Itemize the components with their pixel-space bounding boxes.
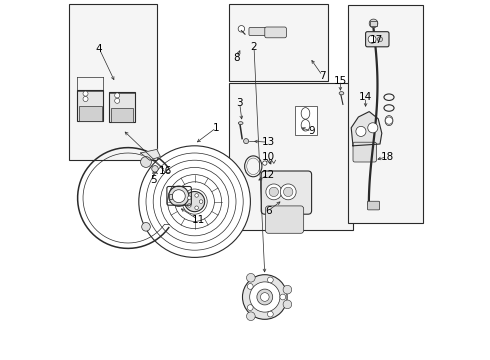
- Text: 11: 11: [192, 215, 205, 225]
- Bar: [79, 106, 102, 121]
- Bar: [169, 194, 172, 199]
- Text: 4: 4: [96, 44, 102, 54]
- Circle shape: [246, 274, 255, 282]
- Text: 7: 7: [319, 71, 326, 81]
- Text: 15: 15: [334, 76, 347, 86]
- Text: 8: 8: [233, 53, 240, 63]
- Circle shape: [263, 161, 267, 165]
- Text: 10: 10: [262, 152, 275, 162]
- Bar: [347, 5, 423, 223]
- Circle shape: [172, 190, 185, 203]
- Bar: [111, 108, 133, 122]
- Circle shape: [243, 275, 287, 319]
- Circle shape: [115, 93, 120, 98]
- Circle shape: [268, 277, 273, 283]
- FancyBboxPatch shape: [265, 27, 286, 38]
- Circle shape: [377, 37, 383, 42]
- Text: 6: 6: [265, 206, 272, 216]
- Circle shape: [247, 305, 253, 310]
- Circle shape: [244, 139, 248, 144]
- Polygon shape: [351, 112, 382, 146]
- Circle shape: [369, 19, 378, 28]
- Bar: [295, 106, 317, 135]
- Text: 16: 16: [159, 166, 172, 176]
- Circle shape: [195, 194, 198, 197]
- Circle shape: [283, 300, 292, 309]
- Text: 13: 13: [262, 137, 275, 147]
- Ellipse shape: [339, 91, 344, 95]
- Circle shape: [83, 96, 88, 102]
- Text: 5: 5: [150, 175, 156, 185]
- Circle shape: [386, 117, 392, 124]
- Circle shape: [250, 282, 280, 312]
- Bar: [229, 4, 328, 81]
- FancyBboxPatch shape: [366, 32, 389, 47]
- Circle shape: [246, 312, 255, 320]
- Circle shape: [268, 311, 273, 317]
- Circle shape: [261, 293, 269, 301]
- Bar: [229, 83, 353, 230]
- Circle shape: [280, 294, 286, 300]
- Circle shape: [188, 204, 191, 207]
- FancyBboxPatch shape: [261, 171, 312, 214]
- Circle shape: [115, 98, 120, 103]
- Ellipse shape: [385, 116, 393, 126]
- Circle shape: [188, 196, 191, 199]
- Text: 12: 12: [262, 170, 275, 180]
- Ellipse shape: [238, 122, 243, 125]
- FancyBboxPatch shape: [249, 27, 266, 36]
- Text: 9: 9: [308, 126, 315, 136]
- Circle shape: [169, 186, 189, 206]
- Text: 3: 3: [236, 98, 243, 108]
- Circle shape: [257, 289, 273, 305]
- Circle shape: [356, 126, 366, 136]
- FancyBboxPatch shape: [266, 206, 304, 233]
- Circle shape: [368, 123, 378, 133]
- Circle shape: [368, 35, 376, 43]
- FancyBboxPatch shape: [353, 142, 376, 162]
- Circle shape: [283, 285, 292, 294]
- Circle shape: [284, 187, 293, 197]
- Circle shape: [195, 206, 198, 210]
- Circle shape: [269, 187, 278, 197]
- Polygon shape: [141, 149, 160, 160]
- Text: 14: 14: [359, 92, 372, 102]
- Circle shape: [141, 157, 151, 167]
- Circle shape: [199, 200, 203, 203]
- FancyBboxPatch shape: [77, 90, 103, 121]
- Bar: [69, 4, 157, 160]
- Circle shape: [247, 284, 253, 289]
- Circle shape: [139, 146, 250, 257]
- FancyBboxPatch shape: [368, 201, 380, 210]
- Circle shape: [142, 222, 150, 231]
- Circle shape: [83, 91, 88, 96]
- Text: 2: 2: [251, 42, 257, 52]
- Circle shape: [280, 184, 296, 200]
- Circle shape: [238, 26, 245, 32]
- Text: 17: 17: [370, 35, 383, 45]
- FancyBboxPatch shape: [109, 92, 135, 122]
- Text: 1: 1: [213, 123, 220, 133]
- Circle shape: [266, 184, 282, 200]
- Circle shape: [185, 192, 205, 212]
- Text: 18: 18: [381, 152, 394, 162]
- Bar: [370, 21, 377, 26]
- Circle shape: [152, 166, 158, 172]
